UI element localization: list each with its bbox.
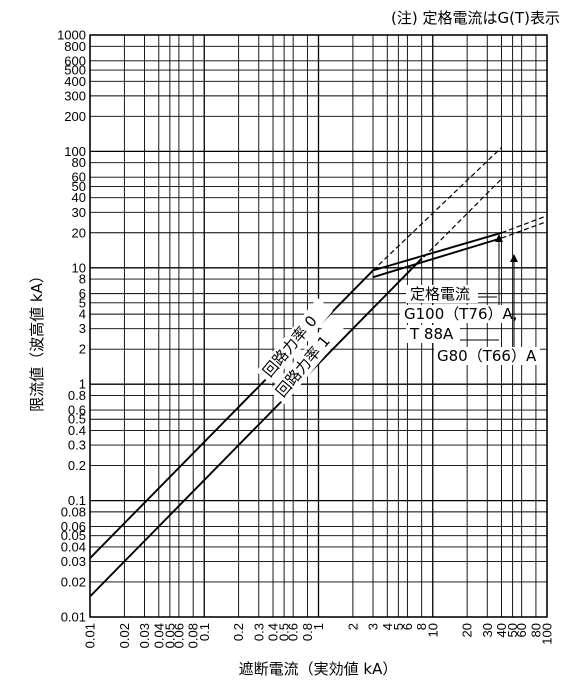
x-tick-label: 2 [345,623,360,630]
series-line [372,231,502,272]
y-tick-label: 2 [79,342,86,357]
x-tick-label: 0.03 [137,623,152,648]
x-tick-label: 50 [505,623,520,637]
g100-label: G100（T76）A, [404,305,518,323]
y-tick-label: 4 [79,307,86,322]
y-tick-label: 40 [72,190,86,205]
g80-arrowhead [510,254,518,262]
x-tick-label: 60 [514,623,529,637]
y-tick-label: 1 [79,377,86,392]
x-tick-label: 0.01 [83,623,98,648]
x-tick-labels: 0.01 0.02 0.03 0.040.050.06 0.080.1 0.2 0.3 0.4… [83,623,555,648]
x-tick-label: 4 [380,623,395,630]
x-tick-label: 100 [540,623,555,645]
x-axis-label: 遮断電流（実効値 kA） [239,660,398,678]
x-tick-label: 0.3 [251,623,266,641]
y-tick-label: 100 [64,144,86,159]
series-line [501,220,548,239]
x-tick-label: 0.5 [277,623,292,641]
y-tick-label: 30 [72,205,86,220]
x-tick-label: 80 [528,623,543,637]
y-tick-label: 1000 [57,28,86,43]
t88-label-bg [406,325,460,343]
g100-label-bg [400,305,510,323]
y-tick-label: 3 [79,321,86,336]
pf0-label-bg [255,297,333,385]
y-tick-label: 0.1 [68,493,86,508]
y-tick-label: 400 [64,74,86,89]
x-tick-label: 20 [460,623,475,637]
y-tick-label: 6 [79,286,86,301]
y-tick-label: 50 [72,179,86,194]
y-tick-label: 0.08 [61,504,86,519]
y-tick-label: 0.03 [61,554,86,569]
g80-label: G80（T66）A [437,347,537,365]
chart-annotations: 定格電流 G100（T76）A, T 88A G80（T66）A 回路力率 0 … [255,234,540,405]
y-tick-label: 8 [79,272,86,287]
x-tick-label: 0.4 [266,623,281,641]
x-tick-label: 0.1 [197,623,212,641]
x-tick-label: 40 [494,623,509,637]
series-line [372,147,502,271]
y-tick-label: 0.2 [68,458,86,473]
series-line [372,178,502,309]
x-tick-label: 5 [391,623,406,630]
plot-frame [89,34,548,618]
x-tick-label: 0.04 [151,623,166,648]
rated-label-bg [406,285,478,303]
x-tick-label: 0.2 [231,623,246,641]
y-tick-label: 500 [64,63,86,78]
g100-arrowhead [495,234,503,242]
y-tick-label: 800 [64,39,86,54]
x-tick-label: 3 [366,623,381,630]
series-line [501,215,548,234]
pf1-label-bg [268,317,346,405]
y-tick-label: 0.6 [68,403,86,418]
y-tick-label: 0.5 [68,412,86,427]
x-tick-label: 0.06 [171,623,186,648]
y-tick-label: 200 [64,109,86,124]
y-tick-label: 600 [64,53,86,68]
series-line [372,237,502,279]
y-tick-labels: 0.01 0.02 0.030.040.050.060.080.1 0.2 0.30.4… [57,28,86,625]
x-tick-label: 10 [425,623,440,637]
y-tick-label: 80 [72,155,86,170]
y-tick-label: 20 [72,225,86,240]
y-tick-label: 0.3 [68,438,86,453]
y-tick-label: 10 [72,260,86,275]
y-tick-label: 0.04 [61,539,86,554]
y-tick-label: 0.8 [68,388,86,403]
y-tick-label: 60 [72,170,86,185]
x-tick-label: 30 [480,623,495,637]
y-axis-label: 限流値（波高値 kA） [28,268,46,412]
y-tick-label: 0.4 [68,423,86,438]
x-tick-label: 0.05 [162,623,177,648]
x-tick-label: 0.8 [300,623,315,641]
x-tick-label: 0.08 [186,623,201,648]
rated-current-label: 定格電流 [410,285,470,303]
x-tick-label: 1 [311,623,326,630]
x-tick-label: 0.02 [117,623,132,648]
x-tick-label: 6 [400,623,415,630]
x-tick-label: 0.6 [286,623,301,641]
y-tick-label: 0.01 [61,610,86,625]
y-tick-label: 5 [79,295,86,310]
series-line [89,257,423,598]
y-tick-label: 0.05 [61,528,86,543]
g80-label-bg [434,347,540,365]
t88-label: T 88A [409,325,454,343]
y-tick-label: 0.02 [61,574,86,589]
x-tick-label: 8 [414,623,429,630]
chart-note: (注) 定格電流はG(T)表示 [391,9,560,27]
y-tick-label: 300 [64,88,86,103]
y-tick-label: 0.06 [61,519,86,534]
